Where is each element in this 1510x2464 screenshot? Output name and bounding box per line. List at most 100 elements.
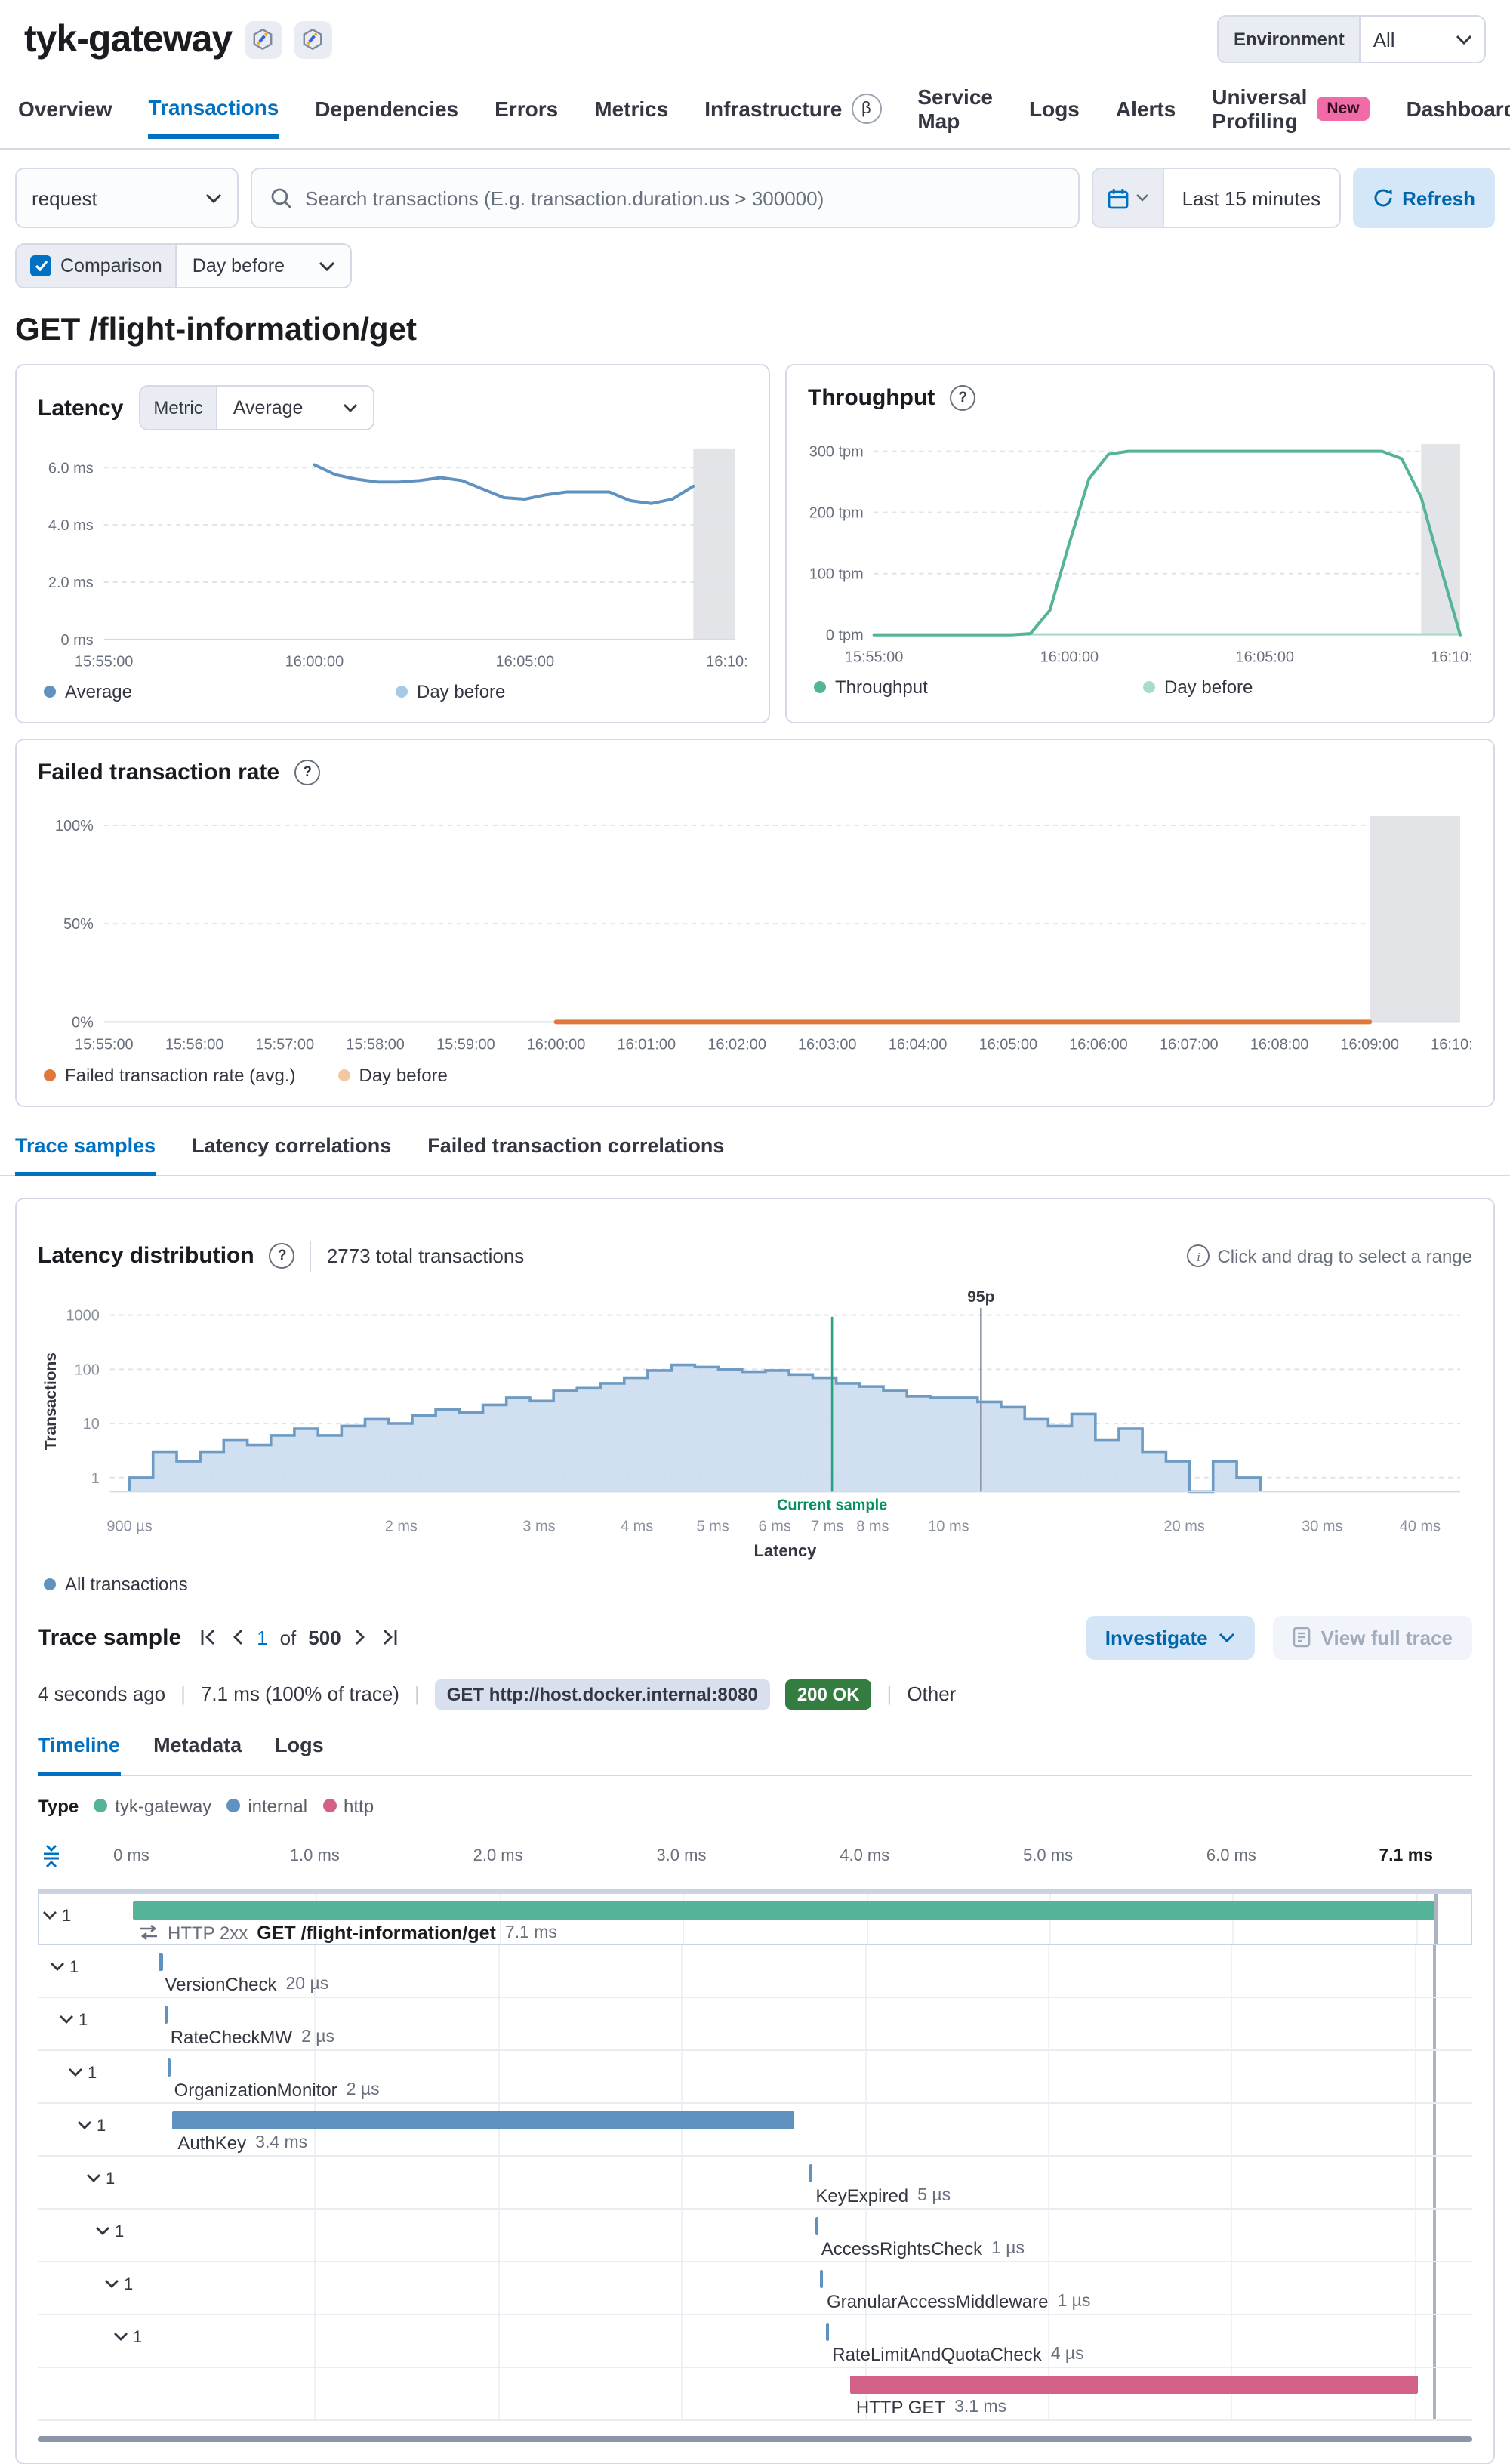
first-page-icon[interactable] [199,1628,219,1646]
latency-distribution-legend: All transactions [38,1573,1472,1594]
tab-infrastructure[interactable]: Infrastructure β [704,94,882,139]
accordion-toggle[interactable]: 1 [59,2011,88,2029]
fold-all-icon[interactable] [41,1843,62,1867]
waterfall-row-keyexpired[interactable]: 1 KeyExpired 5 µs [38,2156,1472,2210]
search-input[interactable]: Search transactions (E.g. transaction.du… [251,168,1080,228]
investigate-button[interactable]: Investigate [1085,1615,1255,1660]
waterfall-row-ratecheckmw[interactable]: 1 RateCheckMW 2 µs [38,1997,1472,2051]
tab-logs[interactable]: Logs [1029,97,1080,121]
latency-distribution-chart[interactable]: 1 10 100 1000 95p Current sample 900 µs 2 ms 3 m… [38,1287,1472,1564]
span-bar[interactable] [171,2111,795,2129]
tab-dashboards[interactable]: Dashboards [1406,97,1510,121]
legend-item[interactable]: Day before [396,682,747,703]
legend-item[interactable]: Day before [1143,677,1472,698]
environment-select[interactable]: Environment All [1217,15,1486,63]
accordion-toggle[interactable]: 1 [104,2275,133,2293]
waterfall-row-ratelimitandquotacheck[interactable]: 1 RateLimitAndQuotaCheck 4 µs [38,2314,1472,2368]
tab-overview[interactable]: Overview [18,97,112,121]
legend-item[interactable]: Failed transaction rate (avg.) [44,1065,296,1086]
accordion-toggle[interactable]: 1 [68,2064,97,2082]
legend-item[interactable]: All transactions [44,1573,188,1594]
chevron-down-icon [87,2174,100,2183]
svg-text:100: 100 [75,1362,100,1378]
status-badge[interactable]: 200 OK [784,1679,872,1710]
tab-latency-correlations[interactable]: Latency correlations [192,1133,392,1157]
chevron-down-icon [319,261,334,271]
throughput-chart[interactable]: 0 tpm 100 tpm 200 tpm 300 tpm 15:55:00 16:00:… [808,426,1472,674]
accordion-toggle[interactable]: 1 [42,1907,71,1925]
svg-text:100%: 100% [55,819,94,835]
span-bar[interactable] [815,2216,818,2235]
comparison-checkbox-group[interactable]: Comparison [17,245,177,287]
time-range-value[interactable]: Last 15 minutes [1163,169,1339,227]
tab-dependencies[interactable]: Dependencies [315,97,459,121]
tab-trace-samples[interactable]: Trace samples [15,1134,156,1176]
last-page-icon[interactable] [379,1628,399,1646]
waterfall-row-granularaccessmiddleware[interactable]: 1 GranularAccessMiddleware 1 µs [38,2262,1472,2315]
scope-select[interactable]: request [15,168,239,228]
span-bar[interactable] [820,2269,824,2288]
horizontal-scrollbar[interactable] [38,2435,1472,2442]
comparison-select[interactable]: Day before [177,245,350,287]
tab-metrics[interactable]: Metrics [594,97,669,121]
tab-universal-profiling[interactable]: Universal Profiling New [1212,85,1370,148]
svg-text:5 ms: 5 ms [697,1518,729,1534]
calendar-button[interactable] [1092,169,1164,227]
span-bar[interactable] [133,1901,1434,1920]
tab-failed-transaction-correlations[interactable]: Failed transaction correlations [427,1133,725,1157]
tab-errors[interactable]: Errors [495,97,559,121]
next-page-icon[interactable] [353,1628,367,1646]
refresh-button[interactable]: Refresh [1352,168,1495,228]
tab-service-map[interactable]: Service Map [917,85,993,133]
hexagon-agent-icon [253,28,273,51]
span-bar[interactable] [849,2375,1419,2394]
help-icon[interactable]: ? [269,1243,295,1269]
latency-chart[interactable]: 0 ms 2.0 ms 4.0 ms 6.0 ms 15:55:00 16:00:00 16… [38,430,747,679]
svg-text:40 ms: 40 ms [1400,1518,1441,1534]
svg-text:30 ms: 30 ms [1302,1518,1342,1534]
tab-metadata[interactable]: Metadata [153,1733,242,1756]
type-item[interactable]: tyk-gateway [94,1795,211,1816]
tab-transactions[interactable]: Transactions [148,95,279,139]
svg-text:16:10:00: 16:10:00 [706,654,747,671]
span-bar[interactable] [809,2163,813,2182]
filter-bar: request Search transactions (E.g. transa… [0,150,1510,228]
span-bar[interactable] [164,2005,168,2024]
legend-dot [1143,681,1155,694]
accordion-toggle[interactable]: 1 [86,2169,115,2188]
legend-item[interactable]: Day before [337,1065,448,1086]
svg-text:15:58:00: 15:58:00 [346,1037,405,1053]
tab-alerts[interactable]: Alerts [1115,97,1176,121]
waterfall-row-versioncheck[interactable]: 1 VersionCheck 20 µs [38,1944,1472,1998]
tab-timeline[interactable]: Timeline [38,1733,121,1776]
legend-item[interactable]: Throughput [814,677,1143,698]
span-bar[interactable] [159,1952,163,1971]
waterfall-row-get-flight-information-get[interactable]: 1 HTTP 2xx GET /flight-information/get 7.1 … [38,1892,1472,1945]
help-icon[interactable]: ? [294,760,321,786]
latency-metric-select[interactable]: Metric Average [138,385,374,430]
waterfall-row-authkey[interactable]: 1 AuthKey 3.4 ms [38,2103,1472,2157]
accordion-toggle[interactable]: 1 [77,2117,106,2135]
opentelemetry-badge-2[interactable] [294,20,332,58]
comparison-checkbox[interactable] [30,255,51,276]
failed-rate-chart[interactable]: 0% 50% 100% 15:55:00 15:56:00 15:57:00 15:58:0… [38,798,1472,1062]
date-picker[interactable]: Last 15 minutes [1091,168,1341,228]
tab-logs[interactable]: Logs [275,1733,324,1756]
legend-item[interactable]: Average [44,682,396,703]
type-item[interactable]: http [322,1795,374,1816]
prev-page-icon[interactable] [231,1628,245,1646]
request-url-badge[interactable]: GET http://host.docker.internal:8080 [434,1679,770,1710]
type-item[interactable]: internal [226,1795,307,1816]
opentelemetry-badge[interactable] [244,20,282,58]
waterfall-row-organizationmonitor[interactable]: 1 OrganizationMonitor 2 µs [38,2050,1472,2104]
help-icon[interactable]: ? [950,385,976,411]
span-bar[interactable] [168,2058,171,2077]
accordion-toggle[interactable]: 1 [95,2222,124,2240]
waterfall-row-http-get[interactable]: HTTP GET 3.1 ms [38,2367,1472,2421]
legend-dot [44,1069,56,1081]
trace-sample-header: Trace sample 1 of 500 Investigate View f… [38,1615,1472,1660]
span-bar[interactable] [826,2322,830,2341]
view-full-trace-button[interactable]: View full trace [1272,1615,1472,1660]
accordion-toggle[interactable]: 1 [50,1958,79,1976]
waterfall-row-accessrightscheck[interactable]: 1 AccessRightsCheck 1 µs [38,2209,1472,2262]
